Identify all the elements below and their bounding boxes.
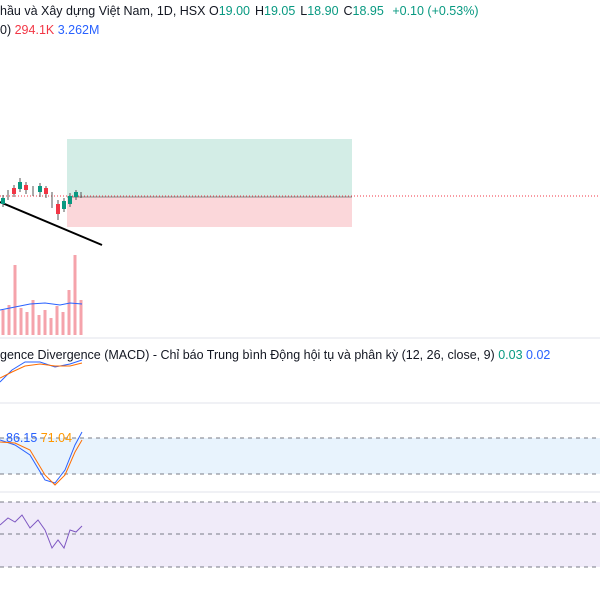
- ohlc-value: 18.90: [307, 4, 339, 18]
- rsi-line: [0, 514, 83, 550]
- macd-legend: gence Divergence (MACD) - Chỉ báo Trung …: [0, 348, 550, 362]
- change: +0.10 (+0.53%): [392, 4, 479, 18]
- stoch-legend: 86.15 71.04: [6, 431, 72, 445]
- ohlc-label: O: [208, 4, 219, 18]
- trend-line: [0, 201, 103, 246]
- macd-line: [0, 359, 83, 383]
- ohlc-label: L: [300, 4, 308, 18]
- volume-title: 0): [0, 23, 12, 37]
- volume-bars: [1, 255, 83, 335]
- stoch-value: 86.15: [6, 431, 38, 445]
- stoch-value: 71.04: [40, 431, 73, 445]
- stoch-d: [0, 439, 83, 486]
- symbol-name: hầu và Xây dựng Việt Nam, 1D, HSX: [0, 4, 206, 18]
- ohlc-value: 19.00: [218, 4, 250, 18]
- volume-legend: 0) 294.1K 3.262M: [0, 23, 99, 37]
- ohlc-label: C: [343, 4, 353, 18]
- candles: [1, 178, 82, 220]
- loss-zone: [67, 197, 352, 227]
- volume-ma: [0, 302, 83, 311]
- signal-line: [0, 362, 83, 379]
- symbol-legend: hầu và Xây dựng Việt Nam, 1D, HSX O19.00…: [0, 4, 478, 18]
- macd-title: gence Divergence (MACD) - Chỉ báo Trung …: [0, 348, 495, 362]
- macd-value: 0.02: [526, 348, 551, 362]
- macd-value: 0.03: [498, 348, 523, 362]
- ohlc: O19.00 H19.05 L18.90 C18.95: [209, 4, 389, 18]
- stoch-k: [0, 431, 83, 484]
- ohlc-label: H: [254, 4, 264, 18]
- ohlc-value: 18.95: [352, 4, 384, 18]
- stoch-band: [0, 438, 600, 474]
- ohlc-value: 19.05: [264, 4, 296, 18]
- volume-value: 294.1K: [14, 23, 55, 37]
- volume-ma-value: 3.262M: [57, 23, 100, 37]
- profit-zone: [67, 139, 352, 197]
